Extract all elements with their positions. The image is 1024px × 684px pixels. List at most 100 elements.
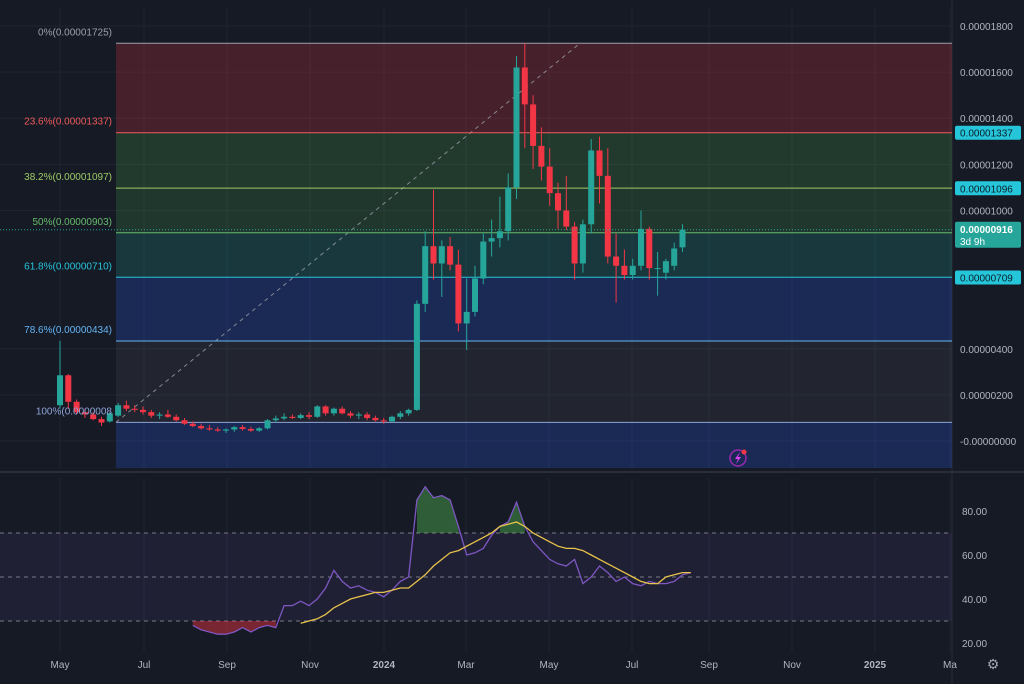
candle-body xyxy=(73,401,80,413)
lightning-icon-dot xyxy=(741,449,747,455)
candle-body xyxy=(231,427,238,430)
candle-body xyxy=(546,166,553,194)
time-axis-label: 2024 xyxy=(373,660,396,671)
time-axis-label: 2025 xyxy=(864,660,887,671)
candle-body xyxy=(563,210,570,227)
price-axis-label: 0.00001800 xyxy=(960,22,1013,33)
candle-body xyxy=(148,412,155,416)
time-axis[interactable]: May Jul Sep Nov 2024 Mar May Jul Sep Nov 2025 Ma xyxy=(51,660,958,671)
price-tag-bg xyxy=(955,125,1021,140)
candle-body xyxy=(173,416,180,421)
candle-body xyxy=(355,414,362,416)
candle-body xyxy=(579,224,586,264)
rsi-line xyxy=(192,485,691,635)
last-price-text: 0.00000916 xyxy=(960,225,1013,236)
rsi-panel xyxy=(0,485,952,635)
candle-body xyxy=(621,265,628,275)
rsi-overbought-fill xyxy=(416,486,459,533)
lightning-icon[interactable] xyxy=(729,449,747,467)
fib-level-label: 100%(0.0000008 xyxy=(36,406,113,417)
candle-body xyxy=(214,429,221,431)
time-axis-label: Nov xyxy=(783,660,801,671)
fib-level-label: 78.6%(0.00000434) xyxy=(24,325,112,336)
price-axis-label: 0.00001000 xyxy=(960,206,1013,217)
candle-body xyxy=(198,426,205,429)
time-axis-label: Jul xyxy=(138,660,151,671)
candle-body xyxy=(646,228,653,269)
price-tag-text: 0.00000709 xyxy=(960,274,1013,285)
candle-body xyxy=(513,67,520,188)
candle-body xyxy=(571,226,578,264)
rsi-axis-label: 20.00 xyxy=(962,639,987,650)
candle-body xyxy=(613,256,620,266)
candle-body xyxy=(389,416,395,422)
rsi-axis: 80.00 60.00 40.00 20.00 xyxy=(962,507,987,650)
candle-body xyxy=(422,246,429,304)
candle-body xyxy=(272,418,279,421)
price-axis-label: 0.00001600 xyxy=(960,68,1013,79)
time-axis-label: Sep xyxy=(700,660,718,671)
price-tag-text: 0.00001337 xyxy=(960,129,1013,140)
candle-body xyxy=(430,246,437,264)
rsi-axis-label: 80.00 xyxy=(962,507,987,518)
price-axis[interactable]: 0.00001800 0.00001600 0.00001400 0.00001200… xyxy=(960,22,1017,448)
candle-body xyxy=(505,187,512,232)
fib-level-label: 38.2%(0.00001097) xyxy=(24,172,112,183)
candle-body xyxy=(488,238,495,242)
candle-body xyxy=(306,415,312,417)
fib-zone xyxy=(116,188,952,233)
time-axis-label: Ma xyxy=(943,660,957,671)
candle-body xyxy=(530,104,537,146)
price-axis-label: 0.00000200 xyxy=(960,391,1013,402)
fib-level-label: 0%(0.00001725) xyxy=(38,27,112,38)
candle-body xyxy=(638,228,644,266)
candle-body xyxy=(322,406,329,414)
candle-body xyxy=(106,413,113,422)
candle-body xyxy=(57,375,63,406)
fib-zone xyxy=(116,340,952,423)
last-price-bg xyxy=(955,221,1021,248)
candle-body xyxy=(380,420,387,422)
candle-body xyxy=(314,406,321,417)
candle-body xyxy=(364,414,371,418)
candle-body xyxy=(98,419,105,423)
candle-body xyxy=(604,175,611,257)
candle-body xyxy=(181,420,188,424)
candle-body xyxy=(297,415,304,418)
time-axis-label: Mar xyxy=(457,660,475,671)
candle-body xyxy=(480,241,487,279)
candle-body xyxy=(256,428,263,431)
rsi-axis-label: 60.00 xyxy=(962,551,987,562)
time-axis-label: May xyxy=(51,660,70,671)
candle-body xyxy=(405,409,412,414)
time-axis-label: Sep xyxy=(218,660,236,671)
price-axis-label: 0.00001200 xyxy=(960,160,1013,171)
fib-level-labels: 0%(0.00001725) 23.6%(0.00001337) 38.2%(0.0… xyxy=(24,27,112,417)
gear-icon[interactable]: ⚙ xyxy=(986,657,1000,673)
candle-body xyxy=(662,261,669,273)
candle-body xyxy=(521,67,528,105)
candle-body xyxy=(131,408,138,410)
candle-body xyxy=(223,429,229,431)
candle-body xyxy=(115,405,122,416)
price-axis-label: 0.00001400 xyxy=(960,114,1013,125)
candle-body xyxy=(372,417,379,421)
lightning-icon-bolt xyxy=(735,452,741,464)
candle-body xyxy=(455,264,462,324)
price-axis-label: 0.00000400 xyxy=(960,345,1013,356)
price-tag-bg xyxy=(955,270,1021,285)
candle-body xyxy=(438,246,445,264)
candle-body xyxy=(413,303,420,410)
time-axis-label: Nov xyxy=(301,660,319,671)
rsi-oversold-fill xyxy=(192,621,276,635)
time-axis-label: May xyxy=(540,660,559,671)
candle-body xyxy=(447,246,454,265)
candlestick-series xyxy=(57,43,686,433)
lightning-icon-ring xyxy=(729,449,747,467)
candle-body xyxy=(247,429,254,431)
fib-zone xyxy=(116,232,952,278)
rsi-ma-line xyxy=(300,521,691,624)
candle-body xyxy=(81,412,88,415)
